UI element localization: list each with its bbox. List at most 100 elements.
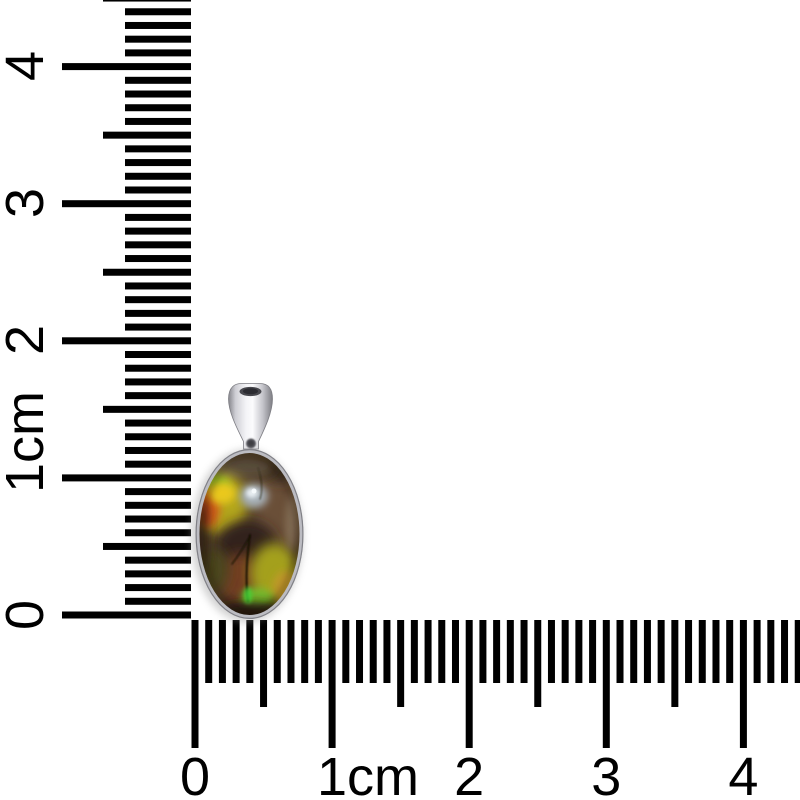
h-label-1cm: 1cm — [317, 747, 419, 800]
stone-green-spark — [244, 587, 252, 603]
ruler-tick — [103, 131, 191, 139]
ruler-tick — [314, 620, 322, 683]
ruler-tick — [602, 620, 610, 748]
ruler-tick — [125, 597, 191, 605]
ruler-tick — [125, 501, 191, 509]
ruler-tick — [726, 620, 734, 683]
ruler-tick — [125, 145, 191, 153]
ruler-tick — [125, 227, 191, 235]
ruler-tick — [125, 378, 191, 386]
ruler-tick — [205, 620, 213, 683]
h-label-4: 4 — [728, 747, 758, 800]
ruler-tick — [232, 620, 240, 683]
ruler-tick — [125, 117, 191, 125]
ruler-tick — [125, 309, 191, 317]
ruler-tick — [506, 620, 514, 683]
ruler-tick — [125, 419, 191, 427]
ruler-tick — [589, 620, 597, 683]
ruler-tick — [125, 584, 191, 592]
pendant-bail — [228, 383, 273, 450]
ruler-tick — [125, 213, 191, 221]
ruler-tick — [62, 611, 191, 619]
ruler-tick — [397, 620, 405, 707]
ruler-tick — [739, 620, 747, 748]
ruler-tick — [103, 0, 191, 2]
ruler-tick — [698, 620, 706, 683]
ruler-tick — [561, 620, 569, 683]
ruler-tick — [575, 620, 583, 683]
ruler-tick — [62, 200, 191, 208]
pendant — [191, 383, 304, 623]
ruler-tick — [125, 392, 191, 400]
h-label-2: 2 — [454, 747, 484, 800]
stone-highlight — [214, 458, 270, 494]
ruler-tick — [125, 104, 191, 112]
ruler-tick — [62, 63, 191, 71]
ruler-tick — [616, 620, 624, 683]
h-label-3: 3 — [591, 747, 621, 800]
ruler-tick — [125, 488, 191, 496]
ruler-horizontal-ticks — [191, 620, 800, 748]
ruler-tick — [125, 529, 191, 537]
v-label-1cm: 1cm — [0, 391, 55, 493]
v-label-2: 2 — [0, 325, 55, 355]
ruler-tick — [125, 21, 191, 29]
ruler-tick — [125, 351, 191, 359]
ruler-tick — [125, 296, 191, 304]
ruler-tick — [369, 620, 377, 683]
ruler-tick — [125, 90, 191, 98]
ruler-tick — [671, 620, 679, 707]
ruler-tick — [287, 620, 295, 683]
ruler-tick — [547, 620, 555, 683]
ruler-tick — [712, 620, 720, 683]
ruler-tick — [451, 620, 459, 683]
ruler-tick — [301, 620, 309, 683]
ruler-tick — [62, 337, 191, 345]
ruler-tick — [125, 76, 191, 84]
ruler-tick — [630, 620, 638, 683]
ruler-horizontal-labels: 0 1cm 2 3 4 — [180, 747, 758, 800]
ruler-tick — [125, 35, 191, 43]
ruler-tick — [424, 620, 432, 683]
v-label-4: 4 — [0, 51, 55, 81]
ruler-tick — [125, 159, 191, 167]
ruler-tick — [218, 620, 226, 683]
ruler-tick — [246, 620, 254, 683]
ruler-tick — [125, 433, 191, 441]
ruler-tick — [125, 282, 191, 290]
ruler-tick — [410, 620, 418, 683]
ruler-vertical-labels: 4 3 2 1cm 0 — [0, 51, 55, 630]
v-label-0: 0 — [0, 600, 55, 630]
ruler-tick — [356, 620, 364, 683]
ruler-tick — [125, 186, 191, 194]
ruler-tick — [260, 620, 268, 707]
h-label-0: 0 — [180, 747, 210, 800]
ruler-tick — [125, 8, 191, 16]
ruler-tick — [125, 364, 191, 372]
ruler-tick — [62, 474, 191, 482]
ruler-tick — [534, 620, 542, 707]
ruler-tick — [520, 620, 528, 683]
ruler-tick — [781, 620, 789, 683]
ruler-tick — [643, 620, 651, 683]
ruler-vertical-ticks — [62, 0, 191, 619]
ruler-tick — [103, 405, 191, 413]
ruler-tick — [479, 620, 487, 683]
ruler-tick — [125, 570, 191, 578]
ruler-tick — [125, 460, 191, 468]
ruler-tick — [794, 620, 800, 683]
ruler-tick — [383, 620, 391, 683]
ruler-tick — [493, 620, 501, 683]
ruler-tick — [125, 515, 191, 523]
ruler-tick — [125, 241, 191, 249]
ruler-tick — [125, 323, 191, 331]
ruler-tick — [125, 556, 191, 564]
bezel-rim — [196, 450, 303, 618]
v-label-3: 3 — [0, 188, 55, 218]
ruler-tick — [342, 620, 350, 683]
ruler-tick — [328, 620, 336, 748]
ruler-tick — [273, 620, 281, 683]
ruler-tick — [125, 446, 191, 454]
